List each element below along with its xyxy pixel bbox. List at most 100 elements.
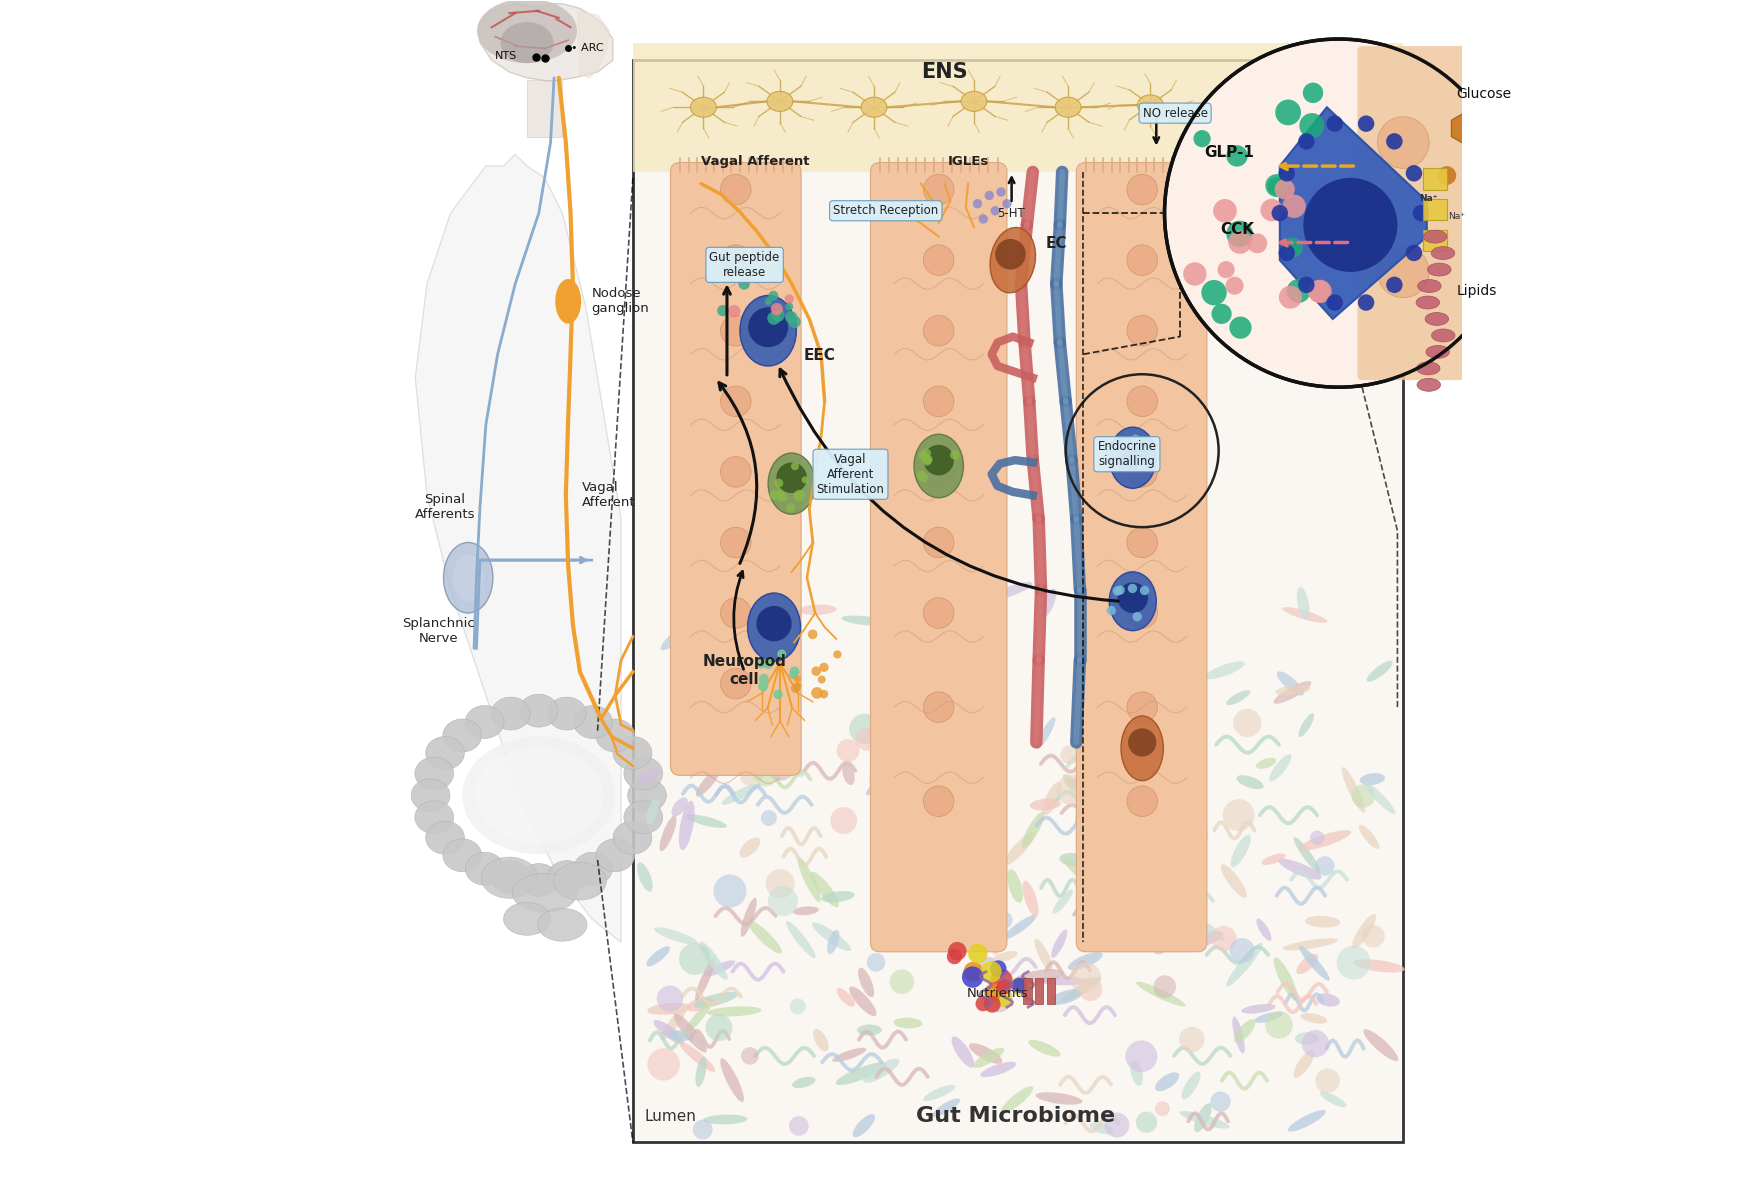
Circle shape: [720, 598, 752, 628]
Ellipse shape: [858, 968, 874, 997]
Circle shape: [989, 961, 1007, 977]
Circle shape: [1227, 145, 1248, 166]
Circle shape: [1308, 281, 1330, 303]
Circle shape: [1229, 316, 1252, 338]
Ellipse shape: [1423, 230, 1447, 243]
Ellipse shape: [614, 822, 652, 854]
Text: Gut Microbiome: Gut Microbiome: [916, 1106, 1115, 1126]
Ellipse shape: [986, 923, 1000, 955]
Ellipse shape: [797, 857, 822, 902]
Ellipse shape: [1052, 889, 1073, 914]
Ellipse shape: [1023, 811, 1045, 848]
Circle shape: [1299, 133, 1314, 150]
Ellipse shape: [696, 959, 715, 1001]
Circle shape: [802, 476, 809, 483]
Ellipse shape: [813, 1029, 829, 1052]
Circle shape: [1058, 775, 1087, 805]
Text: GLP-1: GLP-1: [1204, 145, 1253, 159]
Circle shape: [855, 727, 877, 751]
Ellipse shape: [1136, 982, 1185, 1007]
Text: ENS: ENS: [921, 62, 968, 83]
Circle shape: [773, 309, 785, 322]
Circle shape: [1002, 199, 1012, 209]
Circle shape: [1201, 279, 1227, 305]
Circle shape: [1108, 461, 1119, 470]
Ellipse shape: [1178, 909, 1225, 941]
Circle shape: [996, 980, 1010, 995]
Circle shape: [766, 751, 795, 780]
Ellipse shape: [836, 1062, 886, 1085]
Circle shape: [1302, 83, 1323, 103]
Ellipse shape: [853, 1114, 876, 1138]
Circle shape: [830, 808, 857, 834]
Ellipse shape: [864, 1059, 900, 1082]
Ellipse shape: [596, 719, 635, 752]
Circle shape: [867, 953, 886, 971]
Circle shape: [1309, 279, 1332, 303]
Circle shape: [1070, 962, 1101, 994]
Ellipse shape: [647, 947, 669, 967]
Circle shape: [720, 456, 752, 487]
Circle shape: [720, 174, 752, 205]
Circle shape: [1136, 1112, 1157, 1133]
Ellipse shape: [993, 951, 1017, 962]
Circle shape: [788, 316, 801, 328]
Ellipse shape: [624, 757, 662, 790]
Circle shape: [788, 1117, 809, 1135]
Circle shape: [785, 311, 797, 323]
Ellipse shape: [661, 1007, 687, 1040]
Circle shape: [940, 888, 960, 907]
Ellipse shape: [961, 91, 988, 111]
Ellipse shape: [503, 902, 551, 935]
Ellipse shape: [1257, 918, 1271, 941]
Ellipse shape: [974, 1048, 1005, 1068]
Circle shape: [897, 812, 923, 839]
Circle shape: [984, 983, 1012, 1013]
Ellipse shape: [1257, 758, 1276, 769]
Circle shape: [706, 1014, 732, 1041]
Ellipse shape: [968, 1043, 1002, 1063]
Ellipse shape: [785, 760, 804, 777]
Circle shape: [1183, 262, 1206, 285]
Circle shape: [1227, 220, 1253, 248]
Circle shape: [916, 470, 926, 480]
Circle shape: [923, 456, 932, 466]
Circle shape: [692, 1120, 713, 1140]
Ellipse shape: [1030, 798, 1061, 810]
Ellipse shape: [739, 296, 797, 365]
Ellipse shape: [1358, 824, 1379, 849]
Circle shape: [1225, 277, 1243, 295]
Circle shape: [818, 676, 825, 684]
Bar: [1465, 251, 1474, 265]
Ellipse shape: [1432, 329, 1454, 342]
Text: • ARC: • ARC: [570, 42, 603, 53]
Ellipse shape: [654, 1020, 683, 1043]
Circle shape: [1110, 448, 1120, 457]
Ellipse shape: [671, 797, 689, 816]
Ellipse shape: [614, 737, 652, 770]
Circle shape: [769, 490, 780, 500]
Text: Nutrients: Nutrients: [967, 987, 1028, 1000]
Bar: [1423, 230, 1447, 251]
Circle shape: [657, 986, 683, 1012]
Ellipse shape: [1227, 943, 1262, 987]
Ellipse shape: [1134, 842, 1159, 888]
Bar: [635, 172, 1400, 1140]
Ellipse shape: [1220, 864, 1246, 898]
Circle shape: [919, 769, 935, 784]
Ellipse shape: [1360, 773, 1384, 785]
Circle shape: [811, 687, 823, 699]
Circle shape: [1127, 598, 1157, 628]
Circle shape: [1283, 237, 1302, 258]
Circle shape: [785, 295, 794, 304]
Circle shape: [720, 527, 752, 558]
Ellipse shape: [1353, 960, 1405, 973]
Circle shape: [979, 215, 988, 224]
Ellipse shape: [687, 815, 727, 828]
Bar: [1023, 977, 1031, 1003]
Circle shape: [764, 298, 773, 305]
Ellipse shape: [1056, 97, 1080, 117]
Polygon shape: [577, 11, 610, 78]
Circle shape: [1280, 285, 1302, 309]
Ellipse shape: [699, 942, 727, 980]
